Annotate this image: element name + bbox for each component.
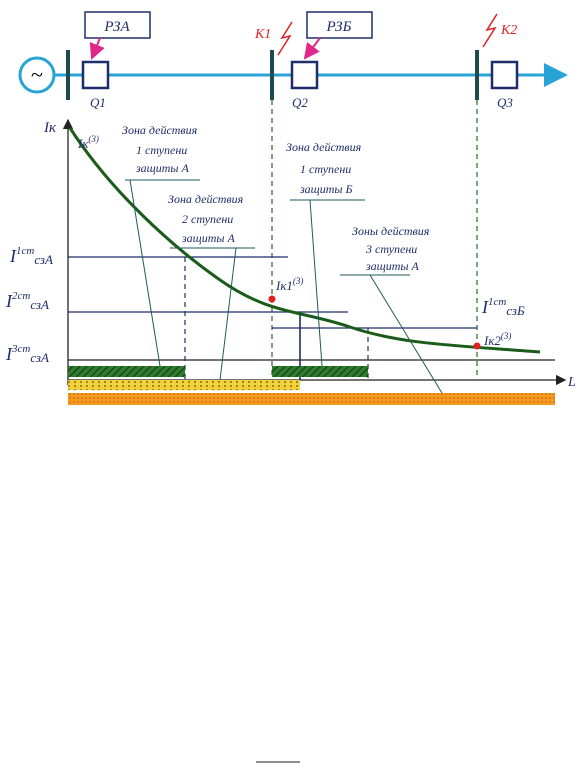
zone-text: защиты А (135, 161, 190, 175)
fault-point (473, 342, 481, 350)
text: 1ст (16, 245, 34, 257)
zone-labels: Зона действия 1 ступени защиты А Зона де… (122, 123, 430, 273)
zone-text: Зоны действия (352, 224, 430, 238)
text: I (481, 297, 489, 317)
point-label: Iк2(3) (483, 331, 511, 348)
lightning (277, 21, 293, 56)
zone-text: защиты А (181, 231, 236, 245)
text: I (9, 246, 17, 266)
breakers (81, 60, 519, 90)
setting-label: I3стсзА (5, 343, 49, 365)
text: сзА (30, 297, 49, 312)
relay-label: РЗБ (326, 19, 352, 35)
relay-label: РЗА (103, 19, 130, 35)
setting-label: I2стсзА (5, 290, 49, 312)
generator (18, 56, 56, 94)
text: 2ст (12, 290, 30, 302)
setting-label: I1стсзА (9, 245, 53, 267)
zone-text: защиты А (365, 259, 420, 273)
scheme: ~ Q1 Q2 Q3 РЗА РЗБ К1 К2 (18, 11, 568, 110)
zone-text: 2 ступени (182, 212, 233, 226)
relay-box (84, 11, 151, 39)
zone-bar (68, 380, 300, 390)
text: I (5, 291, 13, 311)
relay-arrow (303, 37, 321, 60)
lightning (482, 13, 498, 48)
text: I (5, 344, 13, 364)
zone-bar (272, 366, 368, 377)
setting-label: I1стсзБ (481, 296, 525, 318)
y-label: Iк (43, 120, 57, 136)
setting-lines (68, 256, 555, 380)
fault-point (268, 295, 276, 303)
zone-text: Зона действия (168, 192, 244, 206)
setting-labels: I1стсзА I2стсзА I3стсзА I1стсзБ Iк1(3) I… (5, 245, 525, 365)
text: Iк1 (275, 278, 293, 293)
bus-bars (66, 50, 479, 100)
breaker-label: Q3 (497, 95, 513, 110)
relay-box (306, 11, 373, 39)
zone-text: 3 ступени (365, 242, 417, 256)
text: сзА (34, 252, 53, 267)
fault-current-curve (68, 127, 541, 354)
zone-bar (68, 366, 185, 377)
point-label: Iк1(3) (275, 276, 303, 293)
breaker-label: Q2 (292, 95, 308, 110)
fault-label: К2 (500, 23, 517, 38)
text: сзБ (506, 303, 525, 318)
zone-text: Зона действия (286, 140, 362, 154)
text: сзА (30, 350, 49, 365)
zone-text: Зона действия (122, 123, 198, 137)
relay-arrow (89, 37, 105, 60)
fault-dashes (271, 100, 478, 380)
graph: Iк L Iк(3) Зона действия 1 ступени защит… (5, 100, 576, 405)
text: (3) (293, 276, 304, 286)
text: Iк2 (483, 333, 501, 348)
fault-label: К1 (254, 27, 271, 42)
zone-bar (68, 393, 555, 405)
text: Iк (77, 136, 89, 151)
zone-text: 1 ступени (136, 143, 187, 157)
text: 1ст (488, 296, 506, 308)
text: 3ст (11, 343, 30, 355)
x-label: L (567, 375, 576, 390)
text: (3) (88, 134, 99, 144)
text: (3) (501, 331, 512, 341)
zone-text: защиты Б (299, 182, 353, 196)
callouts (125, 179, 443, 394)
source: ~ (31, 62, 43, 87)
curve-label: Iк(3) (77, 134, 99, 151)
breaker-label: Q1 (90, 95, 106, 110)
zone-text: 1 ступени (300, 162, 351, 176)
